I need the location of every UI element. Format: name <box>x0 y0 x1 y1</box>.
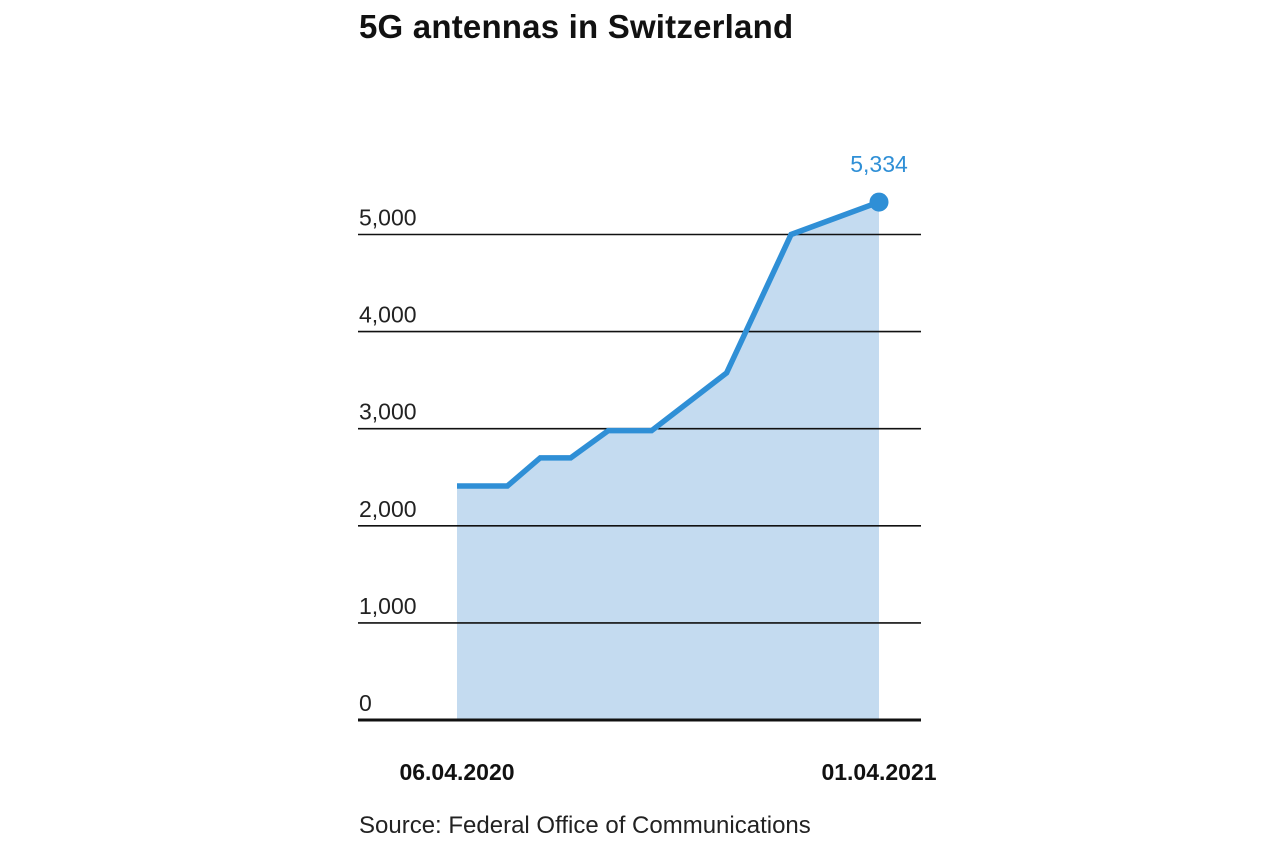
y-tick-label: 1,000 <box>359 593 417 619</box>
area-fill <box>457 202 879 720</box>
y-tick-label: 5,000 <box>359 205 417 231</box>
y-tick-label: 4,000 <box>359 302 417 328</box>
series-line <box>457 199 880 489</box>
end-point-marker <box>869 192 889 212</box>
source-note: Source: Federal Office of Communications <box>359 812 811 839</box>
y-tick-label: 0 <box>359 690 372 716</box>
data-label: 5,334 <box>850 151 908 177</box>
chart-title: 5G antennas in Switzerland <box>359 8 794 45</box>
x-tick-label: 01.04.2021 <box>821 759 936 785</box>
x-tick-label: 06.04.2020 <box>399 759 514 785</box>
y-tick-label: 2,000 <box>359 496 417 522</box>
y-tick-label: 3,000 <box>359 399 417 425</box>
